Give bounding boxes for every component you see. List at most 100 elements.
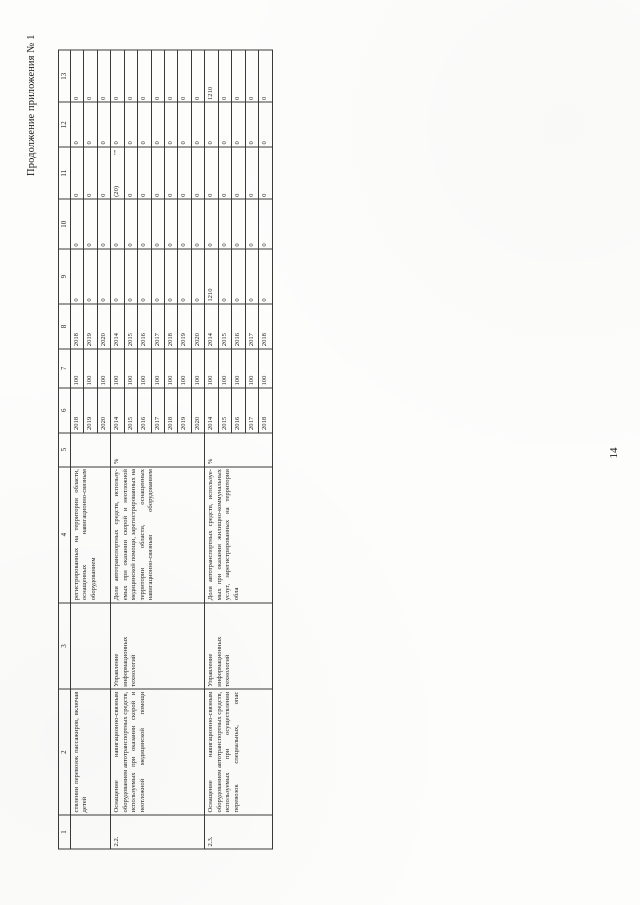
value-cell-c7: 100: [97, 348, 111, 388]
value-cell-c7: 100: [83, 348, 98, 388]
value-cell-c13: 0: [258, 49, 273, 102]
row-executor-cell: Управление информационных технологий: [204, 602, 273, 689]
value-cell-c9: 0: [218, 248, 232, 304]
value-cell-c13: 0: [83, 49, 98, 102]
value-cell-c8: 2014: [204, 303, 219, 349]
row-index-cell: 2.3.: [204, 814, 273, 849]
value-cell-c11: 0: [83, 146, 98, 199]
value-cell-c6: 2017: [151, 387, 165, 433]
value-cell-c13: 0: [110, 49, 125, 102]
value-cell-c12: 0: [191, 101, 205, 147]
column-number-5: 5: [58, 432, 71, 467]
value-cell-c11: 0: [164, 146, 178, 199]
value-cell-c7: 100: [245, 348, 259, 388]
value-cell-c8: 2018: [70, 303, 84, 349]
row-unit-cell: [70, 432, 111, 467]
value-cell-c12: 0: [231, 101, 246, 147]
value-cell-c7: 100: [164, 348, 178, 388]
row-measure-cell: ствлении перевозок пассажиров, вклю­чая …: [70, 688, 111, 815]
value-cell-c6: 2015: [218, 387, 232, 433]
value-cell-c11: (20) "": [110, 146, 125, 199]
value-cell-c7: 100: [231, 348, 246, 388]
value-cell-c6: 2015: [124, 387, 138, 433]
value-cell-c11: 0: [191, 146, 205, 199]
value-cell-c13: 1210: [204, 49, 219, 102]
value-cell-c6: 2019: [83, 387, 98, 433]
value-cell-c7: 100: [177, 348, 192, 388]
value-cell-c7: 100: [218, 348, 232, 388]
value-cell-c10: 0: [245, 198, 259, 249]
value-cell-c9: 0: [70, 248, 84, 304]
value-cell-c9: 1210: [204, 248, 219, 304]
value-cell-c13: 0: [124, 49, 138, 102]
row-measure-cell: Оснащение навига­ционно-связным оборудов…: [110, 688, 205, 815]
value-cell-c8: 2016: [137, 303, 152, 349]
row-indicator-cell: Доля авто­транспортных средств, использу…: [110, 466, 205, 603]
value-cell-c12: 0: [97, 101, 111, 147]
value-cell-c12: 0: [70, 101, 84, 147]
value-cell-c12: 0: [204, 101, 219, 147]
value-cell-c6: 2017: [245, 387, 259, 433]
value-cell-c8: 2018: [258, 303, 273, 349]
value-cell-c10: 0: [70, 198, 84, 249]
value-cell-c7: 100: [258, 348, 273, 388]
value-cell-c12: 0: [177, 101, 192, 147]
value-cell-c6: 2018: [164, 387, 178, 433]
value-cell-c11: 0: [231, 146, 246, 199]
column-number-6: 6: [58, 387, 71, 433]
value-cell-c10: 0: [110, 198, 125, 249]
value-cell-c6: 2016: [231, 387, 246, 433]
table-row: ствлении перевозок пассажиров, вклю­чая …: [70, 49, 111, 849]
document-header-note: Продолжение приложения № 1: [26, 34, 37, 176]
value-cell-c9: 0: [245, 248, 259, 304]
value-cell-c6: 2014: [204, 387, 219, 433]
value-cell-c10: 0: [231, 198, 246, 249]
value-cell-c11: 0: [258, 146, 273, 199]
value-cell-c11: 0: [177, 146, 192, 199]
value-cell-c10: 0: [258, 198, 273, 249]
value-cell-c9: 0: [137, 248, 152, 304]
value-cell-c8: 2020: [97, 303, 111, 349]
value-cell-c9: 0: [151, 248, 165, 304]
value-cell-c6: 2018: [70, 387, 84, 433]
value-cell-c12: 0: [137, 101, 152, 147]
value-cell-c12: 0: [164, 101, 178, 147]
value-cell-c13: 0: [70, 49, 84, 102]
value-cell-c8: 2016: [231, 303, 246, 349]
value-cell-c13: 0: [245, 49, 259, 102]
value-cell-c13: 0: [191, 49, 205, 102]
value-cell-c9: 0: [110, 248, 125, 304]
value-cell-c11: 0: [124, 146, 138, 199]
row-index-cell: 2.2.: [110, 814, 205, 849]
row-measure-cell: Оснащение навига­ционно-связным оборудов…: [204, 688, 273, 815]
value-cell-c8: 2017: [245, 303, 259, 349]
value-cell-c6: 2014: [110, 387, 125, 433]
row-executor-cell: [70, 602, 111, 689]
value-cell-c8: 2015: [124, 303, 138, 349]
row-indicator-cell: регистрированных на территории обла­сти,…: [70, 466, 111, 603]
value-cell-c7: 100: [137, 348, 152, 388]
value-cell-c12: 0: [258, 101, 273, 147]
value-cell-c13: 0: [231, 49, 246, 102]
value-cell-c13: 0: [177, 49, 192, 102]
value-cell-c9: 0: [97, 248, 111, 304]
value-cell-c7: 100: [151, 348, 165, 388]
table-row: 2.2. Оснащение навига­ционно-связным обор…: [110, 49, 205, 849]
row-index-cell: [70, 814, 111, 849]
value-cell-c11: 0: [97, 146, 111, 199]
value-cell-c12: 0: [124, 101, 138, 147]
table-body: 1 2 3 4 5 6 7 8 9 10 11 12 13 ствлении перевозок пасс…: [58, 49, 273, 849]
value-cell-c13: 0: [151, 49, 165, 102]
value-cell-c10: 0: [124, 198, 138, 249]
value-cell-c7: 100: [204, 348, 219, 388]
row-unit-cell: %: [204, 432, 273, 467]
value-cell-c10: 0: [218, 198, 232, 249]
value-cell-c6: 2018: [258, 387, 273, 433]
value-cell-c6: 2020: [191, 387, 205, 433]
value-cell-c9: 0: [83, 248, 98, 304]
value-cell-c13: 0: [97, 49, 111, 102]
appendix-table: 1 2 3 4 5 6 7 8 9 10 11 12 13 ствлении перевозок пасс…: [58, 49, 273, 849]
value-cell-c13: 0: [218, 49, 232, 102]
